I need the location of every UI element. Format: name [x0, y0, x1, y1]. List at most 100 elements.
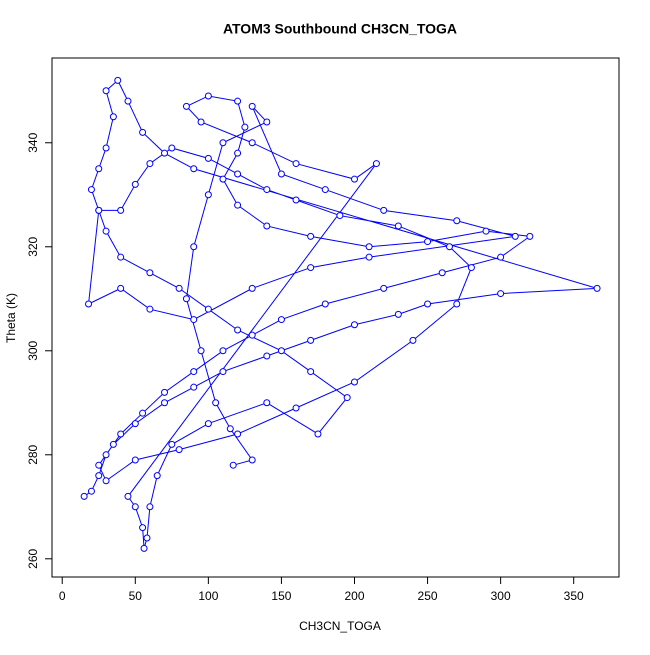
data-point — [453, 217, 461, 225]
data-point — [95, 461, 103, 469]
data-point — [139, 524, 147, 532]
data-point — [146, 305, 154, 313]
x-tick-label: 0 — [59, 589, 66, 603]
data-point — [139, 409, 147, 417]
data-point — [497, 290, 505, 298]
data-point — [263, 222, 271, 230]
data-point — [124, 97, 132, 105]
data-point — [409, 336, 417, 344]
x-tick-label: 50 — [129, 589, 143, 603]
data-point — [204, 305, 212, 313]
data-point — [168, 440, 176, 448]
data-point — [131, 456, 139, 464]
data-point — [182, 102, 190, 110]
data-point — [197, 347, 205, 355]
data-point — [372, 160, 380, 168]
data-point — [146, 503, 154, 511]
data-point — [277, 170, 285, 178]
data-point — [219, 347, 227, 355]
data-point — [109, 113, 117, 121]
x-tick-label: 250 — [418, 589, 438, 603]
data-point — [307, 232, 315, 240]
y-tick-label: 260 — [26, 548, 40, 568]
y-tick-label: 300 — [26, 340, 40, 360]
data-point — [526, 232, 534, 240]
data-point — [197, 118, 205, 126]
data-point — [212, 399, 220, 407]
data-point — [292, 404, 300, 412]
data-point — [117, 284, 125, 292]
data-point — [161, 149, 169, 157]
data-point — [102, 451, 110, 459]
data-point — [380, 206, 388, 214]
data-point — [277, 347, 285, 355]
data-point — [190, 165, 198, 173]
data-point — [263, 118, 271, 126]
data-point — [394, 222, 402, 230]
data-point — [292, 196, 300, 204]
data-point — [229, 461, 237, 469]
x-tick-label: 150 — [271, 589, 291, 603]
data-point — [161, 388, 169, 396]
data-point — [204, 92, 212, 100]
data-point — [263, 352, 271, 360]
data-point — [190, 368, 198, 376]
data-point — [117, 430, 125, 438]
data-point — [365, 253, 373, 261]
plot-frame — [51, 57, 620, 578]
data-point — [95, 206, 103, 214]
data-point — [263, 186, 271, 194]
y-axis-label: Theta (K) — [4, 293, 18, 343]
data-point — [219, 368, 227, 376]
x-tick-label: 300 — [491, 589, 511, 603]
data-point — [219, 139, 227, 147]
data-point — [380, 284, 388, 292]
data-point — [343, 394, 351, 402]
data-point — [190, 316, 198, 324]
data-point — [438, 269, 446, 277]
data-point — [143, 534, 151, 542]
data-point — [248, 284, 256, 292]
data-point — [168, 144, 176, 152]
data-point — [424, 300, 432, 308]
data-point — [234, 326, 242, 334]
data-point — [182, 295, 190, 303]
data-point — [117, 253, 125, 261]
x-tick-label: 100 — [198, 589, 218, 603]
data-point — [307, 336, 315, 344]
data-point — [234, 170, 242, 178]
data-point — [234, 430, 242, 438]
data-point — [161, 399, 169, 407]
data-point — [131, 420, 139, 428]
data-point — [204, 191, 212, 199]
data-point — [175, 446, 183, 454]
data-point — [175, 284, 183, 292]
data-point — [102, 144, 110, 152]
data-point — [277, 316, 285, 324]
y-tick-label: 320 — [26, 236, 40, 256]
data-point — [593, 284, 601, 292]
data-point — [139, 128, 147, 136]
y-tick-label: 280 — [26, 444, 40, 464]
data-point — [204, 420, 212, 428]
data-point — [146, 160, 154, 168]
data-point — [102, 227, 110, 235]
data-point — [219, 175, 227, 183]
data-point — [292, 160, 300, 168]
data-point — [350, 321, 358, 329]
data-point — [365, 243, 373, 251]
data-point — [314, 430, 322, 438]
x-axis-label: CH3CN_TOGA — [299, 619, 381, 633]
data-point — [445, 243, 453, 251]
data-point — [226, 425, 234, 433]
data-point — [190, 383, 198, 391]
data-point — [109, 440, 117, 448]
data-point — [85, 300, 93, 308]
data-point — [234, 201, 242, 209]
data-point — [241, 123, 249, 131]
data-point — [146, 269, 154, 277]
data-point — [117, 206, 125, 214]
data-point — [482, 227, 490, 235]
